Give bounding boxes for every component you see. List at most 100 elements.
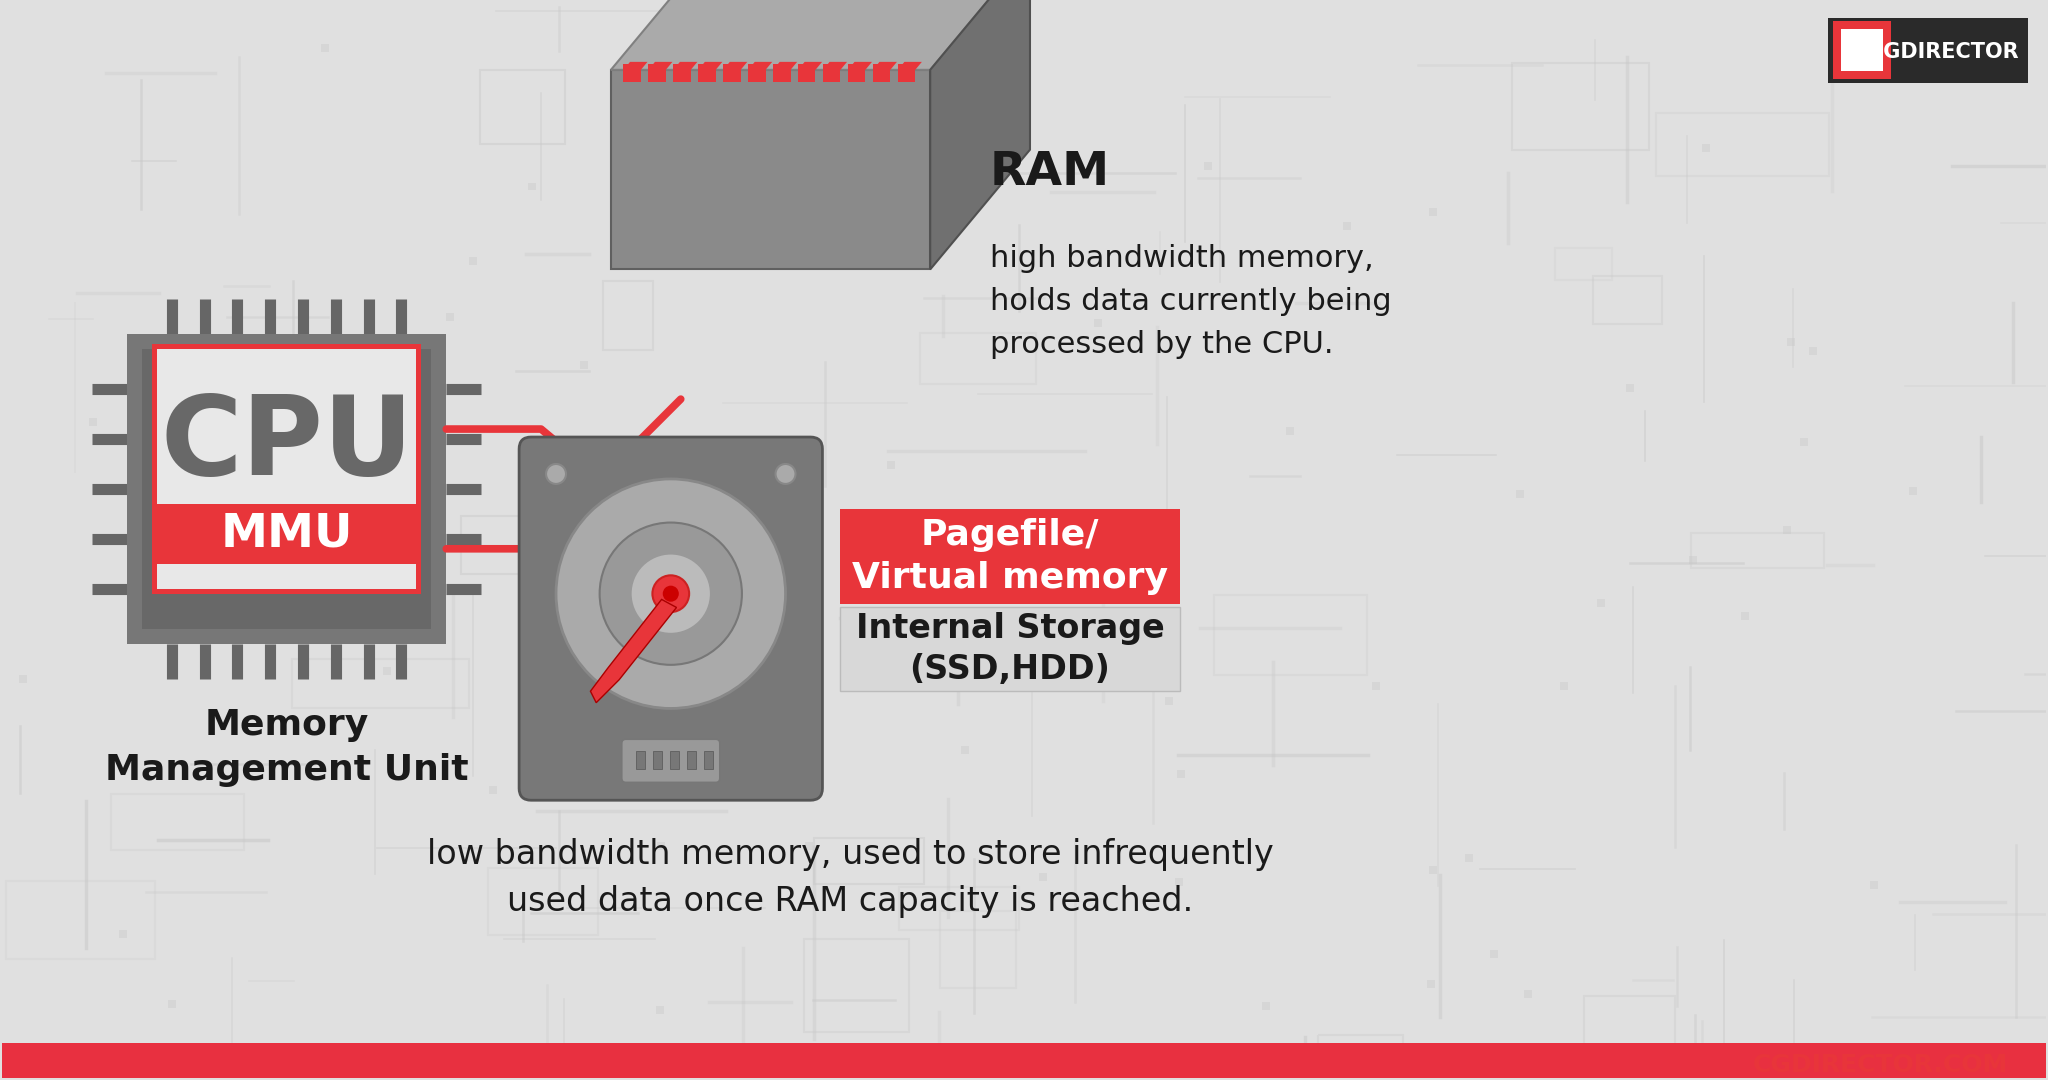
- Bar: [920, 333, 1036, 383]
- Bar: [1870, 881, 1878, 889]
- Bar: [1597, 599, 1606, 607]
- Text: low bandwidth memory, used to store infrequently
used data once RAM capacity is : low bandwidth memory, used to store infr…: [426, 838, 1274, 918]
- Bar: [70, 1070, 227, 1080]
- Bar: [637, 675, 799, 737]
- Polygon shape: [772, 62, 797, 70]
- Bar: [1165, 697, 1174, 704]
- Bar: [1038, 873, 1047, 881]
- Text: Pagefile/
Virtual memory: Pagefile/ Virtual memory: [852, 517, 1167, 595]
- Bar: [1319, 1035, 1403, 1080]
- Polygon shape: [848, 62, 872, 70]
- Polygon shape: [872, 62, 897, 70]
- Circle shape: [664, 585, 678, 602]
- Bar: [152, 345, 422, 594]
- Bar: [1262, 1002, 1270, 1010]
- Bar: [1782, 526, 1790, 534]
- Bar: [1464, 853, 1473, 862]
- Text: RAM: RAM: [989, 149, 1110, 194]
- Polygon shape: [590, 599, 676, 703]
- Bar: [772, 65, 791, 82]
- Bar: [649, 65, 666, 82]
- Bar: [164, 570, 172, 578]
- Bar: [940, 910, 1016, 988]
- Polygon shape: [674, 62, 698, 70]
- Bar: [1178, 770, 1186, 779]
- Bar: [1554, 248, 1612, 280]
- Polygon shape: [610, 0, 1030, 70]
- Bar: [1833, 21, 1890, 79]
- Bar: [461, 516, 639, 573]
- Bar: [1057, 638, 1065, 646]
- Bar: [848, 65, 866, 82]
- Bar: [528, 183, 537, 190]
- Bar: [723, 65, 741, 82]
- Bar: [623, 65, 641, 82]
- Bar: [1430, 208, 1438, 216]
- Bar: [6, 881, 156, 959]
- Bar: [668, 590, 676, 597]
- Bar: [119, 930, 127, 939]
- Polygon shape: [897, 62, 922, 70]
- Bar: [1094, 320, 1102, 327]
- FancyBboxPatch shape: [518, 437, 823, 800]
- Bar: [838, 1074, 846, 1080]
- Bar: [698, 65, 715, 82]
- Bar: [1741, 611, 1749, 620]
- Bar: [1626, 383, 1634, 392]
- Bar: [1841, 29, 1882, 71]
- Bar: [1788, 338, 1796, 347]
- Bar: [209, 486, 289, 554]
- Bar: [1569, 1059, 1577, 1068]
- Bar: [1808, 348, 1817, 355]
- Polygon shape: [799, 62, 821, 70]
- Bar: [127, 335, 446, 644]
- Bar: [686, 752, 696, 769]
- Bar: [1692, 534, 1823, 567]
- Bar: [487, 868, 598, 935]
- Bar: [469, 257, 477, 265]
- Bar: [670, 752, 678, 769]
- Bar: [756, 45, 764, 53]
- Polygon shape: [823, 62, 848, 70]
- Circle shape: [776, 464, 795, 484]
- Bar: [823, 65, 840, 82]
- Bar: [115, 1063, 123, 1070]
- Bar: [655, 1005, 664, 1014]
- Bar: [242, 558, 418, 626]
- Text: high bandwidth memory,
holds data currently being
processed by the CPU.: high bandwidth memory, holds data curren…: [989, 244, 1393, 359]
- Polygon shape: [748, 62, 772, 70]
- Bar: [805, 842, 813, 850]
- Bar: [840, 509, 1180, 604]
- Bar: [1524, 990, 1532, 998]
- Bar: [748, 65, 766, 82]
- Bar: [293, 659, 469, 708]
- Bar: [1214, 595, 1368, 675]
- Bar: [872, 65, 891, 82]
- Bar: [791, 150, 799, 158]
- Bar: [899, 887, 1020, 930]
- Polygon shape: [610, 70, 930, 269]
- Bar: [111, 794, 244, 850]
- Bar: [635, 752, 645, 769]
- Bar: [383, 667, 391, 675]
- Bar: [1657, 113, 1829, 176]
- Text: CGDIRECTOR.COM: CGDIRECTOR.COM: [1753, 1053, 2007, 1077]
- Bar: [446, 313, 455, 321]
- Bar: [1829, 18, 2028, 83]
- Polygon shape: [698, 62, 723, 70]
- Bar: [780, 48, 788, 56]
- Bar: [168, 1000, 176, 1008]
- Circle shape: [555, 478, 786, 708]
- Bar: [653, 752, 662, 769]
- Bar: [705, 752, 713, 769]
- Bar: [1690, 556, 1698, 565]
- Text: Memory
Management Unit: Memory Management Unit: [104, 708, 469, 787]
- Circle shape: [631, 554, 711, 634]
- Bar: [797, 159, 803, 167]
- Bar: [143, 629, 152, 637]
- Bar: [840, 607, 1180, 691]
- Bar: [2, 1042, 2046, 1078]
- FancyBboxPatch shape: [623, 740, 719, 782]
- Circle shape: [653, 576, 688, 612]
- Circle shape: [547, 464, 565, 484]
